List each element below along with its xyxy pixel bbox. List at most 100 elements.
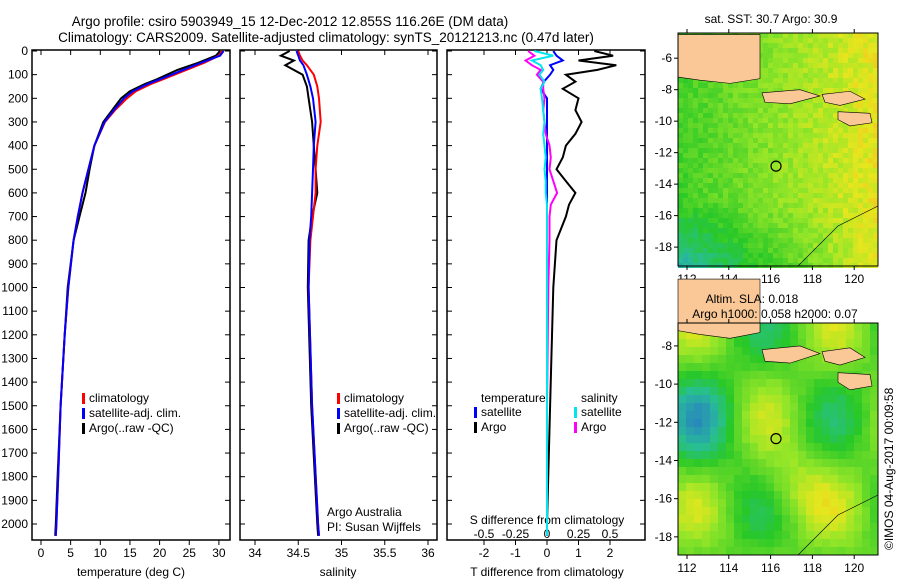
map-cell [814, 363, 822, 371]
map-cell [830, 419, 838, 427]
map-cell [788, 113, 793, 118]
map-cell [793, 253, 798, 258]
map-cell [822, 379, 830, 387]
map-cell [806, 411, 814, 419]
map-cell [683, 223, 688, 228]
map-cell [702, 451, 710, 459]
map-cell [858, 133, 863, 138]
map-cell [713, 203, 718, 208]
map-cell [813, 58, 818, 63]
map-cell [713, 213, 718, 218]
legend-swatch [337, 393, 340, 404]
map-cell [710, 419, 718, 427]
map-cell [813, 53, 818, 58]
map-cell [830, 363, 838, 371]
map-cell [708, 213, 713, 218]
map-cell [828, 168, 833, 173]
map-cell [753, 198, 758, 203]
y-tick-label: 1200 [1, 328, 28, 342]
map-cell [743, 223, 748, 228]
map-cell [873, 138, 878, 143]
map-cell [686, 331, 694, 339]
map-cell [758, 63, 763, 68]
map-cell [862, 387, 870, 395]
map-cell [798, 78, 803, 83]
map-cell [742, 475, 750, 483]
map-cell [828, 228, 833, 233]
map-cell [870, 435, 878, 443]
map-cell [723, 108, 728, 113]
map-cell [686, 523, 694, 531]
map-cell [723, 183, 728, 188]
map-cell [848, 133, 853, 138]
map-cell [758, 218, 763, 223]
map-cell [733, 243, 738, 248]
map-cell [750, 339, 758, 347]
map-cell [838, 248, 843, 253]
map-cell [790, 491, 798, 499]
map-cell [788, 238, 793, 243]
map-cell [818, 103, 823, 108]
map-cell [723, 223, 728, 228]
map-cell [873, 163, 878, 168]
map-cell [833, 123, 838, 128]
map-cell [703, 128, 708, 133]
map-cell [863, 93, 868, 98]
map-cell [833, 78, 838, 83]
map-cell [814, 371, 822, 379]
map-cell [808, 188, 813, 193]
map-cell [734, 475, 742, 483]
map-cell [868, 38, 873, 43]
map-cell [818, 253, 823, 258]
title-line2: Climatology: CARS2009. Satellite-adjuste… [58, 30, 594, 45]
map-cell [823, 218, 828, 223]
map-cell [853, 123, 858, 128]
map-cell [773, 53, 778, 58]
map-cell [808, 63, 813, 68]
map-cell [793, 198, 798, 203]
map-cell [678, 208, 683, 213]
map-cell [868, 238, 873, 243]
map-cell [702, 443, 710, 451]
map-cell [808, 138, 813, 143]
map-cell [858, 168, 863, 173]
map-cell [873, 83, 878, 88]
map-cell [873, 108, 878, 113]
map-cell [808, 208, 813, 213]
map-cell [742, 531, 750, 539]
map-cell [783, 213, 788, 218]
map-cell [708, 183, 713, 188]
map-cell [758, 355, 766, 363]
map-cell [718, 395, 726, 403]
map-cell [846, 411, 854, 419]
map-cell [678, 93, 683, 98]
map-cell [788, 193, 793, 198]
map-cell [773, 133, 778, 138]
map-cell [688, 213, 693, 218]
map-cell [782, 539, 790, 547]
map-cell [854, 499, 862, 507]
y-tick-label: 900 [8, 257, 28, 271]
map-cell [828, 253, 833, 258]
map-cell [683, 78, 688, 83]
map-cell [694, 499, 702, 507]
map-cell [788, 33, 793, 38]
map-cell [758, 243, 763, 248]
map-cell [818, 63, 823, 68]
map-cell [718, 153, 723, 158]
map-cell [838, 33, 843, 38]
map-cell [703, 218, 708, 223]
map-cell [718, 233, 723, 238]
map-cell [778, 48, 783, 53]
map-cell [678, 253, 683, 258]
map-cell [862, 483, 870, 491]
map-cell [803, 228, 808, 233]
map-cell [783, 198, 788, 203]
map-cell [693, 98, 698, 103]
map-cell [678, 83, 683, 88]
map-cell [858, 38, 863, 43]
map-cell [766, 491, 774, 499]
map-cell [843, 183, 848, 188]
map-cell [688, 228, 693, 233]
map-cell [783, 253, 788, 258]
